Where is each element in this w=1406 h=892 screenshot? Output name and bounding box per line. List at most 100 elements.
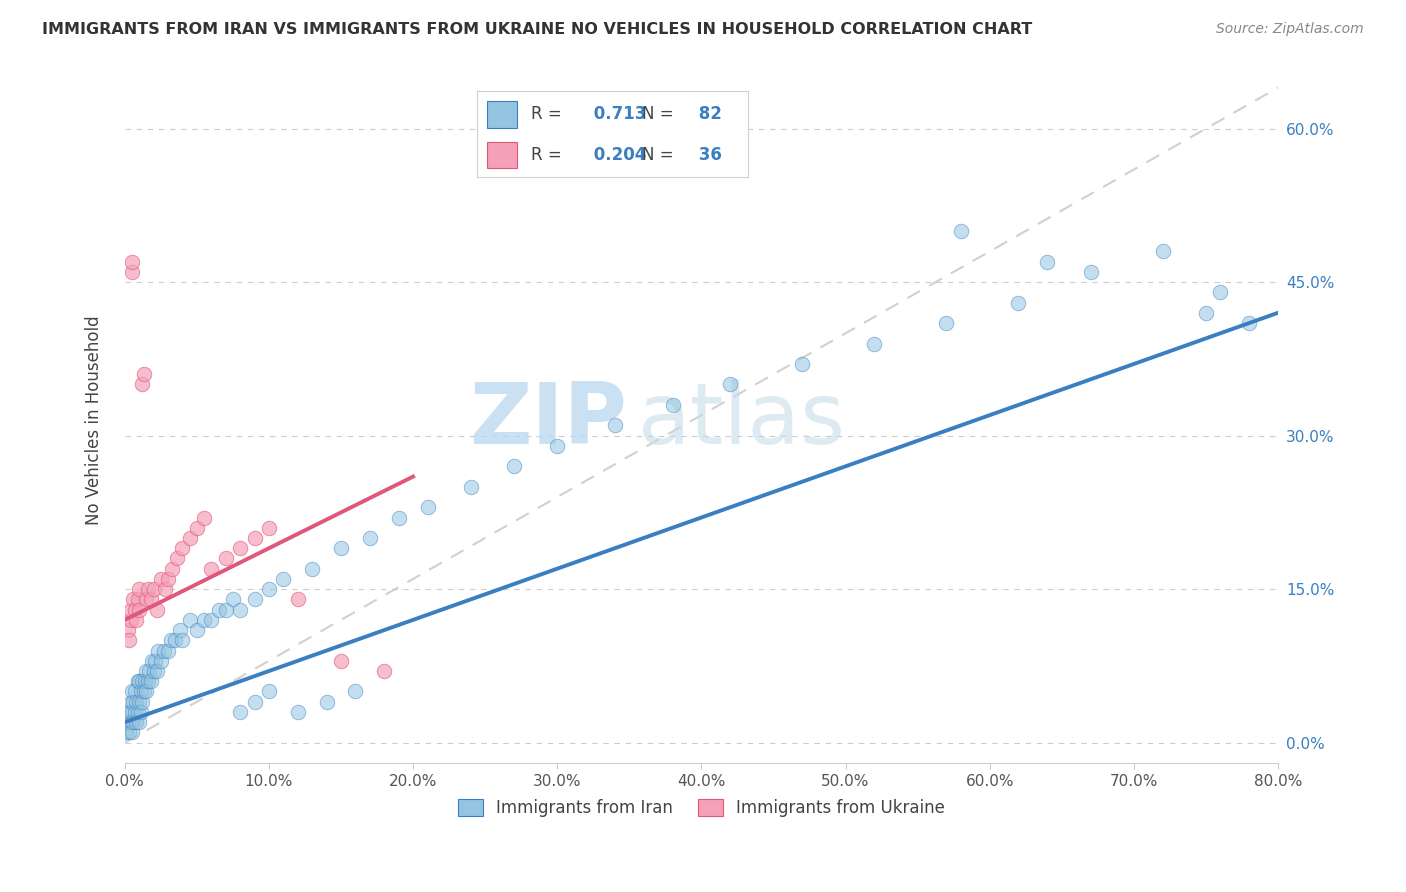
Point (131, 674, 153, 689)
Point (120, 695, 142, 709)
Point (121, 254, 143, 268)
Point (315, 695, 337, 709)
Point (546, 439, 568, 453)
Point (129, 684, 152, 698)
Point (207, 602, 229, 616)
Point (125, 695, 148, 709)
Legend: Immigrants from Iran, Immigrants from Ukraine: Immigrants from Iran, Immigrants from Uk… (451, 792, 952, 823)
Point (125, 715, 148, 730)
Point (157, 643, 180, 657)
Point (160, 633, 183, 648)
Point (718, 377, 741, 392)
Point (222, 592, 245, 607)
Point (153, 582, 176, 596)
Point (603, 418, 626, 433)
Point (135, 664, 157, 678)
Point (121, 705, 143, 719)
Text: ZIP: ZIP (468, 379, 627, 462)
Point (128, 695, 150, 709)
Point (117, 623, 139, 637)
Point (373, 664, 395, 678)
Point (124, 602, 146, 616)
Point (132, 684, 155, 698)
Point (344, 684, 367, 698)
Point (127, 592, 149, 607)
Point (124, 705, 146, 719)
Point (143, 654, 166, 668)
Point (121, 684, 143, 698)
Text: Source: ZipAtlas.com: Source: ZipAtlas.com (1216, 22, 1364, 37)
Point (179, 613, 201, 627)
Point (128, 602, 150, 616)
Point (117, 715, 139, 730)
Y-axis label: No Vehicles in Household: No Vehicles in Household (86, 316, 103, 525)
Point (157, 572, 180, 586)
Point (179, 531, 201, 545)
Point (131, 695, 153, 709)
Point (122, 695, 145, 709)
Point (287, 592, 309, 607)
Point (165, 633, 187, 648)
Point (257, 684, 280, 698)
Point (139, 592, 162, 607)
Point (118, 633, 141, 648)
Point (1007, 295, 1029, 310)
Point (142, 664, 165, 678)
Point (935, 316, 957, 330)
Point (132, 368, 155, 382)
Point (1209, 285, 1232, 300)
Point (330, 654, 353, 668)
Point (122, 715, 145, 730)
Point (243, 592, 266, 607)
Point (121, 725, 143, 739)
Point (142, 582, 165, 596)
Point (1080, 265, 1102, 279)
Point (122, 592, 145, 607)
Point (172, 541, 194, 556)
Point (131, 377, 153, 392)
Point (661, 398, 683, 412)
Point (863, 336, 886, 351)
Point (120, 613, 142, 627)
Point (127, 705, 149, 719)
Point (460, 480, 482, 494)
Text: IMMIGRANTS FROM IRAN VS IMMIGRANTS FROM UKRAINE NO VEHICLES IN HOUSEHOLD CORRELA: IMMIGRANTS FROM IRAN VS IMMIGRANTS FROM … (42, 22, 1032, 37)
Point (138, 664, 160, 678)
Point (121, 265, 143, 279)
Point (128, 715, 150, 730)
Point (128, 582, 150, 596)
Point (149, 654, 172, 668)
Point (193, 613, 215, 627)
Point (215, 551, 238, 566)
Point (115, 725, 138, 739)
Point (792, 357, 814, 371)
Point (949, 224, 972, 238)
Point (135, 684, 157, 698)
Point (229, 541, 252, 556)
Point (1036, 254, 1059, 268)
Point (301, 562, 323, 576)
Point (129, 705, 152, 719)
Point (162, 562, 184, 576)
Point (134, 674, 156, 689)
Point (1195, 306, 1218, 320)
Point (125, 613, 148, 627)
Point (200, 613, 222, 627)
Point (186, 623, 208, 637)
Point (330, 541, 353, 556)
Point (139, 674, 162, 689)
Point (200, 562, 222, 576)
Point (359, 531, 381, 545)
Point (257, 582, 280, 596)
Point (186, 521, 208, 535)
Point (229, 705, 252, 719)
Point (1237, 316, 1260, 330)
Point (388, 510, 411, 524)
Point (145, 602, 167, 616)
Point (273, 572, 295, 586)
Text: atlas: atlas (638, 379, 846, 462)
Point (136, 582, 159, 596)
Point (169, 623, 191, 637)
Point (128, 674, 150, 689)
Point (124, 684, 146, 698)
